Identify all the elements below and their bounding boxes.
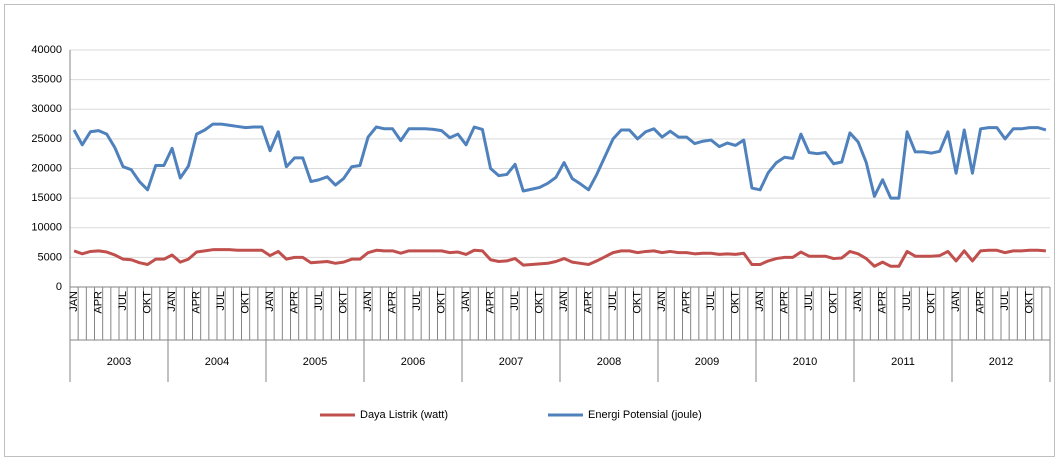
x-tick-label: JAN (166, 291, 178, 312)
x-tick-label: JAN (362, 291, 374, 312)
y-tick-label: 0 (56, 281, 62, 293)
year-label: 2012 (989, 356, 1013, 368)
x-tick-label: JAN (852, 291, 864, 312)
x-tick-label: JUL (117, 291, 129, 311)
y-tick-label: 15000 (31, 192, 62, 204)
x-tick-label: OKT (729, 291, 741, 314)
x-tick-label: APR (190, 291, 202, 314)
x-tick-label: JUL (607, 291, 619, 311)
y-tick-label: 35000 (31, 74, 62, 86)
x-tick-label: APR (876, 291, 888, 314)
year-label: 2007 (499, 356, 523, 368)
y-tick-label: 10000 (31, 222, 62, 234)
series-line (72, 122, 1047, 200)
x-tick-label: OKT (533, 291, 545, 314)
x-tick-label: JUL (509, 291, 521, 311)
x-tick-label: JUL (215, 291, 227, 311)
y-tick-label: 30000 (31, 103, 62, 115)
x-tick-label: APR (974, 291, 986, 314)
x-tick-label: OKT (925, 291, 937, 314)
x-tick-label: JAN (264, 291, 276, 312)
x-tick-label: OKT (141, 291, 153, 314)
x-tick-label: OKT (239, 291, 251, 314)
year-label: 2009 (695, 356, 719, 368)
x-tick-label: OKT (337, 291, 349, 314)
x-tick-label: APR (92, 291, 104, 314)
y-tick-label: 20000 (31, 162, 62, 174)
year-label: 2006 (401, 356, 425, 368)
legend-label: Energi Potensial (joule) (588, 409, 702, 421)
x-tick-label: APR (484, 291, 496, 314)
x-tick-label: OKT (435, 291, 447, 314)
x-tick-label: APR (386, 291, 398, 314)
x-tick-label: JAN (558, 291, 570, 312)
y-tick-label: 5000 (38, 251, 62, 263)
x-tick-label: JAN (460, 291, 472, 312)
y-tick-label: 40000 (31, 44, 62, 56)
year-label: 2004 (205, 356, 229, 368)
x-tick-label: OKT (1023, 291, 1035, 314)
x-tick-label: JUL (803, 291, 815, 311)
x-tick-label: JAN (68, 291, 80, 312)
year-label: 2003 (107, 356, 131, 368)
chart-frame (4, 4, 1055, 457)
x-tick-label: OKT (827, 291, 839, 314)
x-tick-label: JUL (901, 291, 913, 311)
year-label: 2005 (303, 356, 327, 368)
year-label: 2011 (891, 356, 915, 368)
x-tick-label: APR (680, 291, 692, 314)
x-tick-label: JUL (705, 291, 717, 311)
x-tick-label: OKT (631, 291, 643, 314)
x-tick-label: APR (582, 291, 594, 314)
x-tick-label: APR (778, 291, 790, 314)
x-tick-label: JAN (754, 291, 766, 312)
year-label: 2010 (793, 356, 817, 368)
x-tick-label: APR (288, 291, 300, 314)
x-tick-label: JUL (999, 291, 1011, 311)
x-tick-label: JUL (411, 291, 423, 311)
y-tick-label: 25000 (31, 133, 62, 145)
x-tick-label: JAN (950, 291, 962, 312)
x-tick-label: JAN (656, 291, 668, 312)
year-label: 2008 (597, 356, 621, 368)
x-tick-label: JUL (313, 291, 325, 311)
legend-label: Daya Listrik (watt) (360, 409, 448, 421)
series-line (73, 248, 1047, 268)
